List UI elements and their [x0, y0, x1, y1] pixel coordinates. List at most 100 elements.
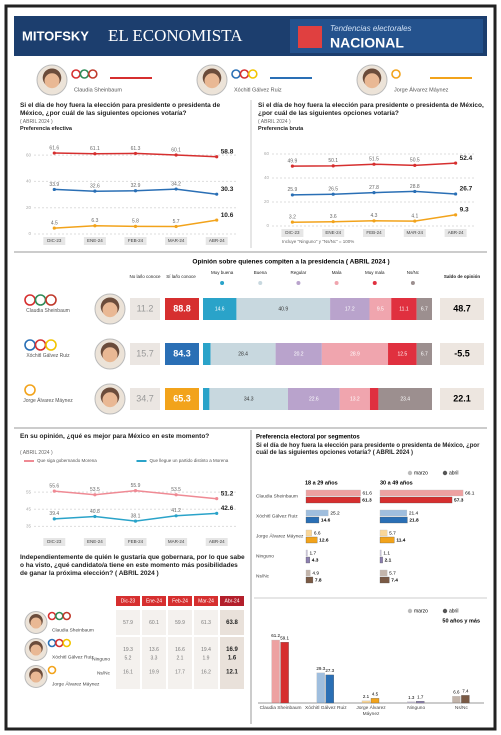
value-label: 4.5 — [372, 692, 379, 697]
value-label: 5.7 — [389, 530, 396, 536]
category-label: Claudia Sheinbaum — [259, 706, 303, 712]
value-label: 58.8 — [221, 148, 234, 155]
group-title: 18 a 29 años — [305, 480, 338, 486]
category-label: Ns/Nc — [439, 706, 483, 712]
chart-subtitle: Preferencia efectiva — [20, 126, 245, 133]
party-logo — [56, 613, 63, 620]
legend-label: Buena — [242, 270, 278, 275]
legend-label: marzo — [414, 608, 428, 614]
party-logo — [89, 70, 97, 78]
segment-label: 22.6 — [309, 396, 319, 402]
value-label: 27.3 — [325, 668, 334, 673]
category-label: Xóchitl Gálvez Ruiz — [304, 706, 348, 712]
y-tick-label: 20 — [264, 199, 270, 204]
cell-value: 17.7 — [175, 669, 185, 675]
value-label: 49.9 — [288, 158, 298, 164]
bar — [306, 550, 308, 556]
value-label: 4.9 — [312, 570, 319, 576]
segment-label: 6.7 — [421, 351, 428, 357]
cell-value: 19.4 — [201, 647, 211, 653]
point — [53, 226, 56, 229]
cell-value: 16.2 — [201, 669, 211, 675]
bar-segment — [203, 388, 209, 410]
point — [413, 164, 416, 167]
value-label: 51.2 — [221, 490, 234, 497]
value-label: 12.6 — [319, 537, 329, 543]
known-value: 84.3 — [173, 348, 191, 358]
party-logo — [36, 340, 46, 350]
point — [454, 213, 457, 216]
legend-label: Muy mala — [357, 270, 393, 275]
value-label: 1.3 — [408, 695, 415, 700]
value-label: 6.3 — [91, 218, 98, 224]
point — [332, 193, 335, 196]
party-logo — [46, 295, 56, 305]
cell-value: 61.3 — [201, 620, 211, 626]
point — [454, 192, 457, 195]
bar — [317, 673, 325, 703]
value-label: 29.3 — [316, 666, 325, 671]
point — [93, 190, 96, 193]
party-logo — [232, 70, 240, 78]
legend-label: Que siga gobernando Morena — [37, 458, 97, 463]
value-label: 9.3 — [460, 207, 469, 214]
legend-swatch — [408, 471, 412, 475]
value-label: 10.6 — [221, 212, 234, 219]
value-label: 5.7 — [173, 219, 180, 225]
cell-value: 60.1 — [149, 620, 159, 626]
chart-title: En su opinión, ¿qué es mejor para México… — [20, 433, 245, 441]
value-label: 5.8 — [132, 219, 139, 225]
x-tick-label: DIC-23 — [285, 230, 300, 235]
bar — [306, 530, 312, 536]
value-label: 61.3 — [362, 497, 372, 503]
segment-label: 20.2 — [294, 351, 304, 357]
y-tick-label: 40 — [26, 179, 32, 184]
value-label: 6.6 — [314, 530, 321, 536]
value-label: 32.9 — [131, 183, 141, 189]
y-tick-label: 40 — [264, 175, 270, 180]
row-label: Ns/Nc — [97, 670, 111, 676]
bar — [306, 517, 319, 523]
value-label: 1.7 — [310, 550, 317, 556]
column-header: Saldo de opinión — [438, 274, 486, 279]
header-title: NACIONAL — [330, 35, 404, 51]
value-label: 61.2 — [271, 633, 280, 638]
value-label: 53.5 — [90, 487, 100, 493]
x-tick-label: MAR-24 — [168, 539, 185, 544]
bar — [306, 490, 361, 496]
bar — [380, 530, 387, 536]
y-tick-label: 45 — [26, 506, 32, 511]
point — [93, 493, 96, 496]
group-title: 50 años y más — [442, 618, 480, 624]
legend-label: abril — [449, 608, 458, 614]
value-label: 34.2 — [171, 181, 181, 187]
point — [372, 219, 375, 222]
value-label: 55.9 — [131, 483, 141, 489]
legend-swatch — [411, 281, 415, 285]
x-tick-label: FEB-24 — [366, 230, 382, 235]
value-label: 60.1 — [171, 147, 181, 153]
value-label: 32.6 — [90, 183, 100, 189]
party-logo — [392, 70, 400, 78]
brand: MITOFSKY — [22, 28, 89, 43]
unknown-value: 15.7 — [136, 348, 154, 358]
legend-swatch — [335, 281, 339, 285]
y-tick-label: 60 — [264, 151, 270, 156]
bar — [306, 570, 310, 576]
cell-value: 16.1 — [123, 669, 133, 675]
row-label: Claudia Sheinbaum — [52, 627, 94, 633]
legend-swatch — [258, 281, 262, 285]
chart-title: Opinión sobre quienes compiten a la pres… — [192, 259, 389, 266]
legend-swatch — [373, 281, 377, 285]
cell-value: 19.3 — [123, 647, 133, 653]
cell-value: 19.9 — [149, 669, 159, 675]
legend-label: Ns/Nc — [395, 270, 431, 275]
value-label: 40.8 — [90, 509, 100, 515]
point — [53, 151, 56, 154]
point — [93, 152, 96, 155]
point — [291, 221, 294, 224]
column-header: Dic-23 — [121, 598, 136, 604]
point — [93, 515, 96, 518]
value-label: 7.4 — [391, 577, 398, 583]
segment-label: 28.4 — [238, 351, 248, 357]
